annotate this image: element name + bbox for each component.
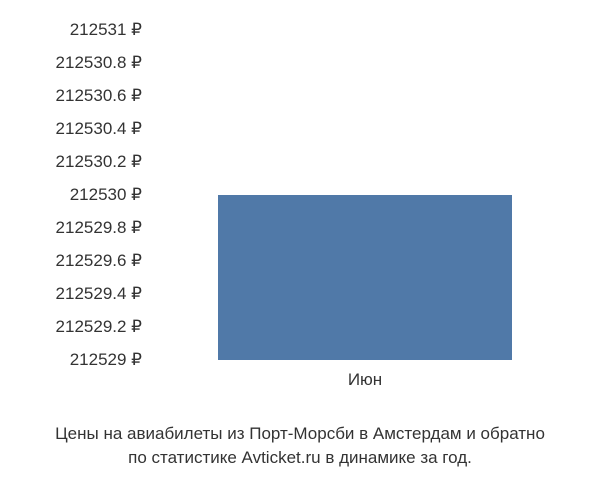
y-tick-label: 212530 ₽ (70, 185, 142, 205)
y-tick-label: 212530.4 ₽ (56, 119, 142, 139)
y-tick-label: 212530.8 ₽ (56, 53, 142, 73)
caption-line-1: Цены на авиабилеты из Порт-Морсби в Амст… (0, 422, 600, 446)
y-tick-label: 212529.2 ₽ (56, 317, 142, 337)
y-tick-label: 212530.6 ₽ (56, 86, 142, 106)
y-tick-label: 212529 ₽ (70, 350, 142, 370)
x-tick-label: Июн (348, 370, 382, 390)
chart-caption: Цены на авиабилеты из Порт-Морсби в Амст… (0, 422, 600, 470)
caption-line-2: по статистике Avticket.ru в динамике за … (0, 446, 600, 470)
chart-container: 212531 ₽212530.8 ₽212530.6 ₽212530.4 ₽21… (10, 30, 590, 410)
y-tick-label: 212531 ₽ (70, 20, 142, 40)
y-tick-label: 212530.2 ₽ (56, 152, 142, 172)
plot-area (155, 30, 575, 360)
y-tick-label: 212529.6 ₽ (56, 251, 142, 271)
y-axis: 212531 ₽212530.8 ₽212530.6 ₽212530.4 ₽21… (10, 30, 150, 360)
y-tick-label: 212529.4 ₽ (56, 284, 142, 304)
y-tick-label: 212529.8 ₽ (56, 218, 142, 238)
x-axis: Июн (155, 370, 575, 400)
bar (218, 195, 512, 360)
